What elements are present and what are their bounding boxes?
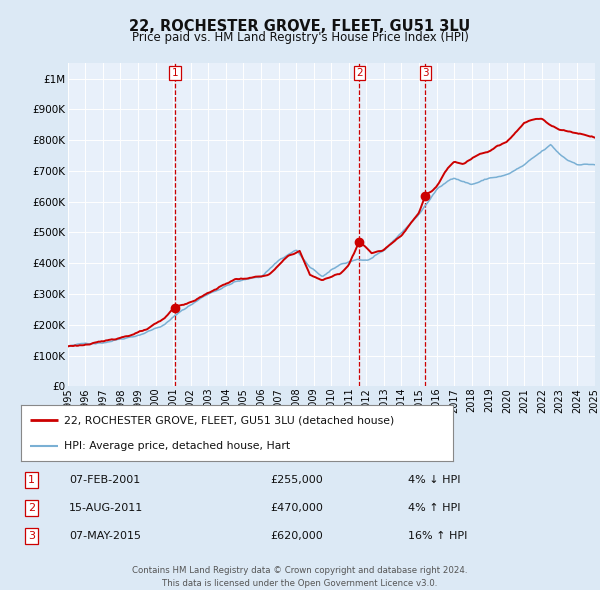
Text: Contains HM Land Registry data © Crown copyright and database right 2024.
This d: Contains HM Land Registry data © Crown c… [132,566,468,588]
Text: Price paid vs. HM Land Registry's House Price Index (HPI): Price paid vs. HM Land Registry's House … [131,31,469,44]
Text: 07-FEB-2001: 07-FEB-2001 [69,475,140,485]
Text: 16% ↑ HPI: 16% ↑ HPI [408,531,467,541]
Text: 22, ROCHESTER GROVE, FLEET, GU51 3LU: 22, ROCHESTER GROVE, FLEET, GU51 3LU [130,19,470,34]
Text: 4% ↑ HPI: 4% ↑ HPI [408,503,461,513]
Text: £255,000: £255,000 [270,475,323,485]
Text: £620,000: £620,000 [270,531,323,541]
Text: £470,000: £470,000 [270,503,323,513]
Text: 22, ROCHESTER GROVE, FLEET, GU51 3LU (detached house): 22, ROCHESTER GROVE, FLEET, GU51 3LU (de… [64,415,394,425]
Text: 2: 2 [356,68,362,78]
Text: 2: 2 [28,503,35,513]
Text: 3: 3 [28,531,35,541]
Text: 07-MAY-2015: 07-MAY-2015 [69,531,141,541]
Text: 1: 1 [172,68,178,78]
Text: 1: 1 [28,475,35,485]
Text: 15-AUG-2011: 15-AUG-2011 [69,503,143,513]
Text: 4% ↓ HPI: 4% ↓ HPI [408,475,461,485]
Text: HPI: Average price, detached house, Hart: HPI: Average price, detached house, Hart [64,441,290,451]
Text: 3: 3 [422,68,428,78]
